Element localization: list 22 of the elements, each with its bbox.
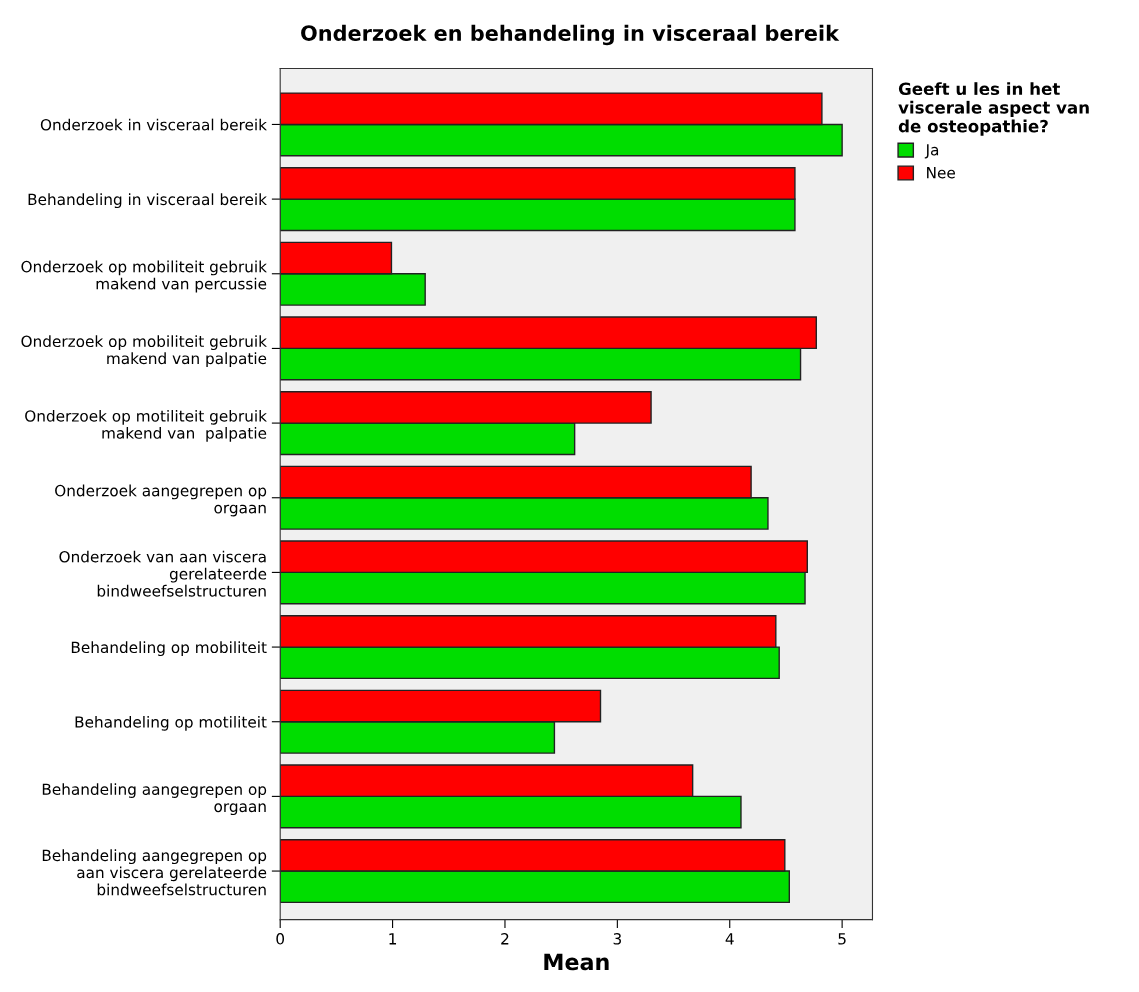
- y-tick-label: Behandeling op mobiliteit: [71, 641, 267, 657]
- legend-label: Nee: [927, 167, 955, 179]
- y-tick-label: Onderzoek op motiliteit gebruik makend van palpatie: [25, 409, 267, 442]
- y-tick-label: Onderzoek aangegrepen op orgaan: [55, 484, 267, 517]
- x-tick-label: 3: [613, 933, 621, 945]
- y-tick-label: Onderzoek van aan viscera gerelateerde bindweefselstructuren: [59, 550, 267, 597]
- y-tick-label: Behandeling in visceraal bereik: [28, 193, 267, 209]
- legend-title: Geeft u les in het viscerale aspect van de osteopathie?: [898, 82, 1089, 136]
- y-tick-label: Onderzoek op mobiliteit gebruik makend van percussie: [21, 260, 267, 293]
- x-tick-label: 2: [501, 933, 509, 945]
- legend-label: Ja: [924, 144, 939, 159]
- y-tick-label: Behandeling aangegrepen op orgaan: [42, 783, 267, 816]
- x-tick-label: 0: [276, 933, 285, 945]
- chart-title: Onderzoek en behandeling in visceraal bereik: [301, 24, 840, 46]
- x-tick-label: 5: [838, 933, 846, 945]
- y-tick-label: Behandeling aangegrepen op aan viscera gerelateerde bindweefselstructuren: [42, 849, 267, 896]
- y-tick-label: Onderzoek op mobiliteit gebruik makend van palpatie: [21, 335, 267, 368]
- x-tick-label: 4: [725, 933, 734, 945]
- x-tick-label: 1: [389, 933, 397, 945]
- y-tick-label: Onderzoek in visceraal bereik: [40, 118, 267, 131]
- y-tick-label: Behandeling op motiliteit: [75, 715, 267, 731]
- x-axis-title: Mean: [544, 953, 609, 971]
